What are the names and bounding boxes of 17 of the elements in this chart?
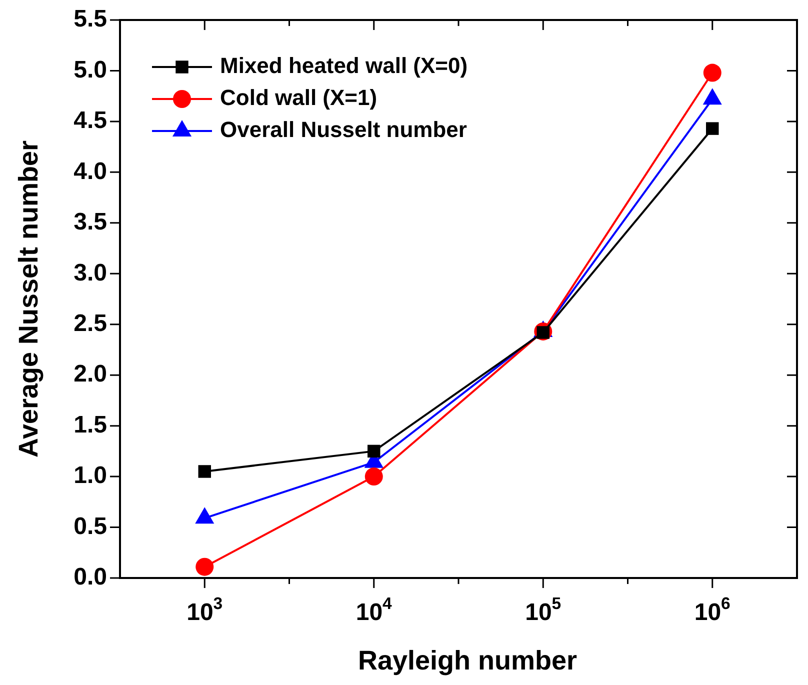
- legend-label: Overall Nusselt number: [220, 117, 468, 142]
- y-tick-label: 3.5: [74, 208, 107, 236]
- y-tick-label: 0.0: [74, 564, 107, 591]
- legend-label: Cold wall (X=1): [220, 85, 378, 110]
- y-tick-label: 0.5: [74, 512, 107, 540]
- y-tick-label: 5.5: [74, 6, 107, 33]
- legend-label: Mixed heated wall (X=0): [220, 53, 468, 78]
- x-axis-title: Rayleigh number: [358, 645, 578, 676]
- y-tick-label: 2.0: [74, 360, 107, 388]
- y-tick-label: 5.0: [74, 56, 107, 84]
- y-tick-label: 3.0: [74, 259, 107, 286]
- y-tick-label: 4.0: [74, 158, 107, 185]
- y-axis-title: Average Nusselt number: [13, 140, 44, 458]
- y-tick-label: 1.0: [74, 462, 107, 490]
- y-tick-label: 1.5: [74, 411, 107, 438]
- y-tick-label: 2.5: [74, 310, 107, 337]
- y-tick-label: 4.5: [74, 107, 107, 134]
